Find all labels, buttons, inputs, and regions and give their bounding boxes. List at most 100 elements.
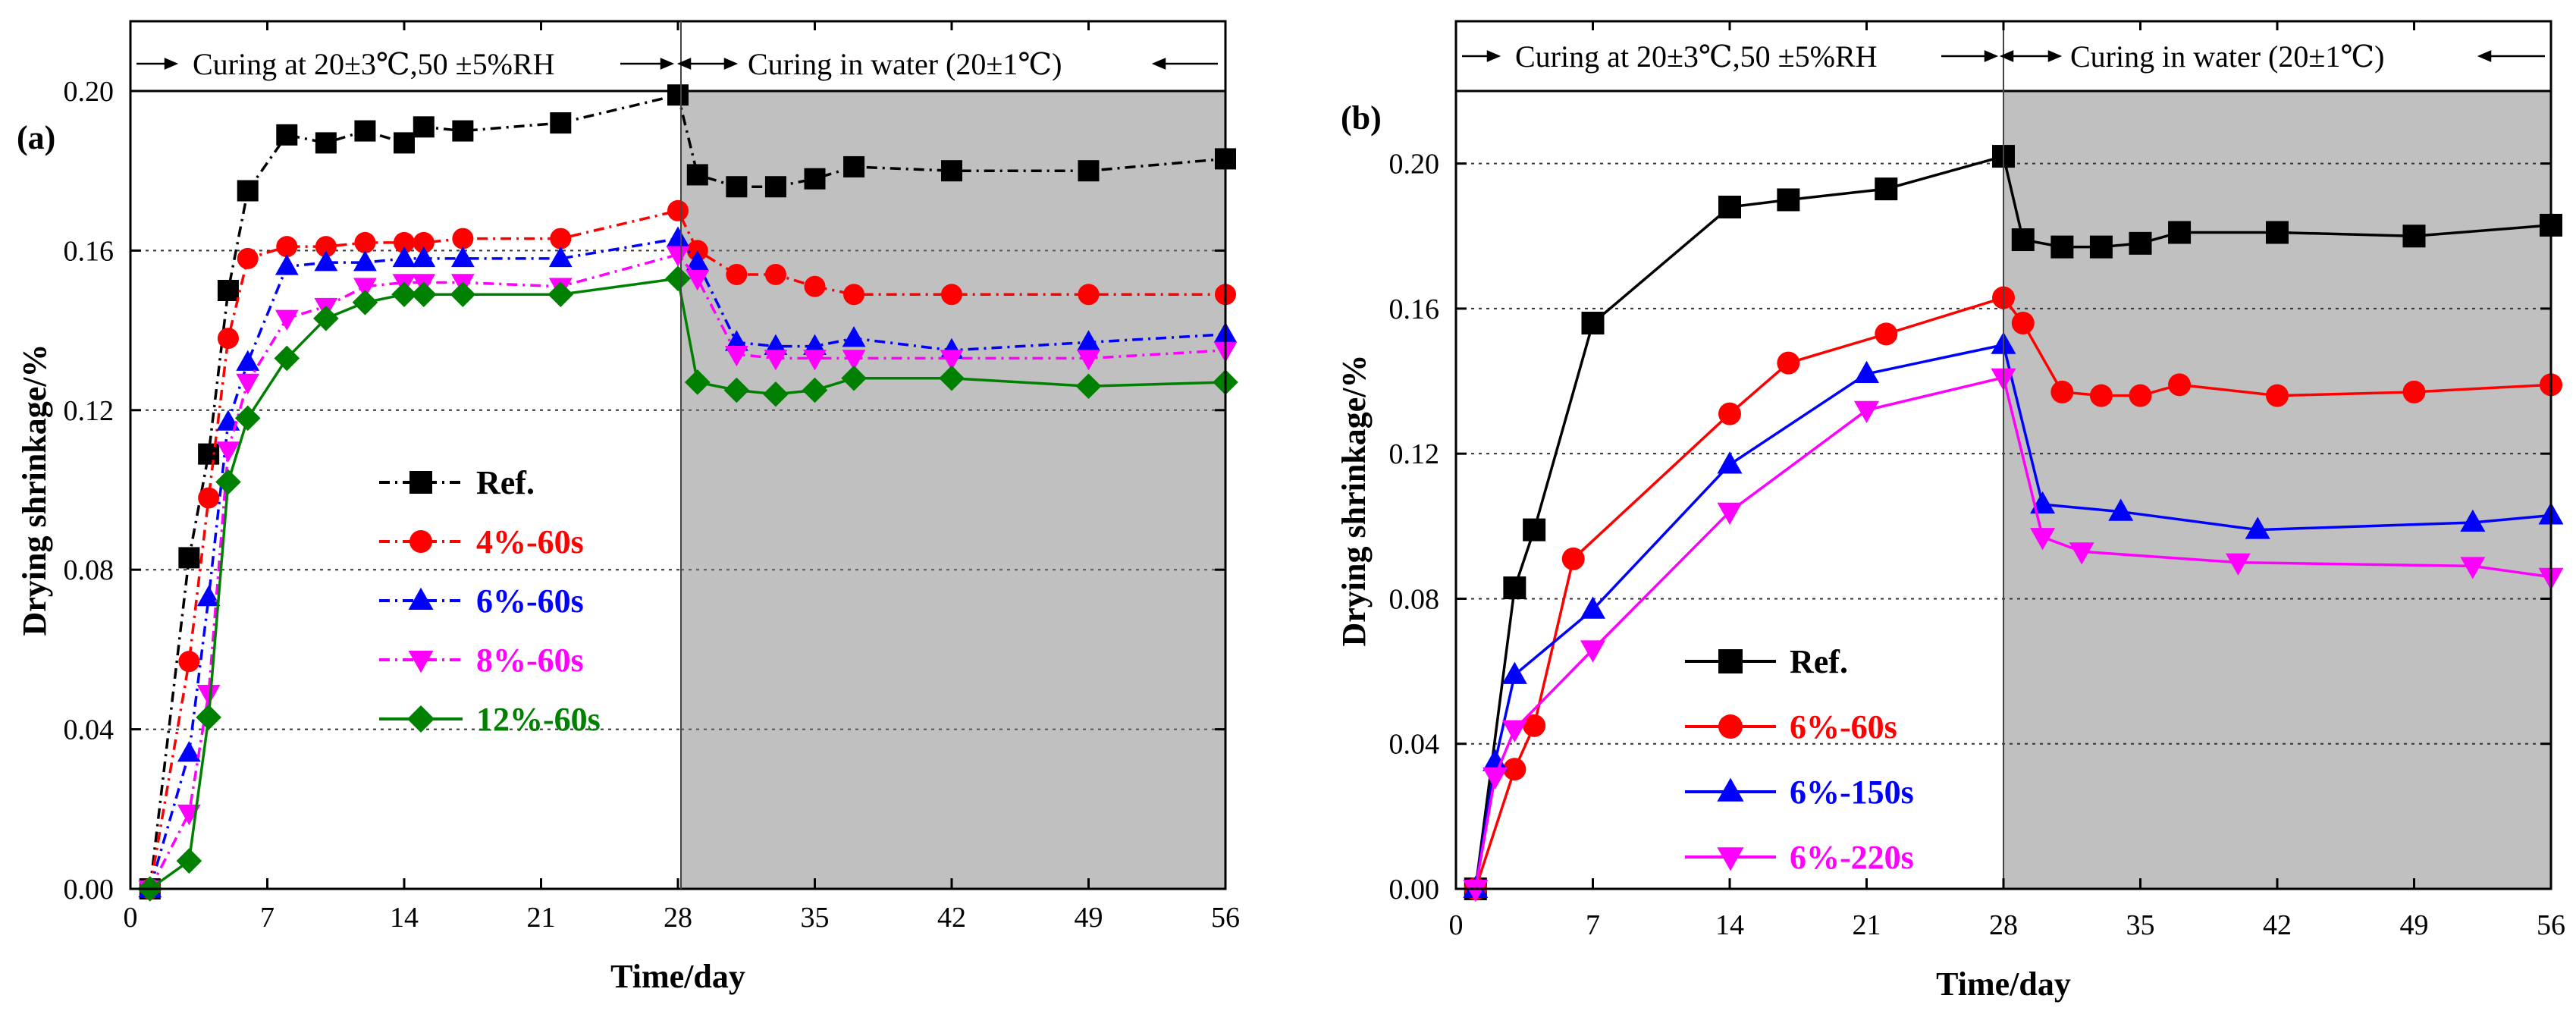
panel-a-x-tick-label: 14 bbox=[390, 902, 419, 934]
panel-a-data-point bbox=[764, 176, 786, 198]
panel-b-data-point bbox=[2402, 224, 2426, 248]
panel-a-data-point bbox=[275, 254, 299, 275]
panel-a-data-point bbox=[315, 236, 337, 258]
panel-a-data-point bbox=[1078, 160, 1100, 182]
panel-b-x-tick-label: 7 bbox=[1586, 909, 1600, 941]
panel-a-data-point bbox=[763, 381, 789, 407]
panel-a-data-point bbox=[198, 487, 220, 509]
panel-b-series-line bbox=[1474, 343, 2552, 890]
panel-b-y-tick-label: 0.12 bbox=[1389, 438, 1440, 470]
panel-b-legend-label: 6%-220s bbox=[1790, 839, 1914, 876]
panel-b-x-tick-label: 28 bbox=[1989, 909, 2018, 941]
panel-b-y-axis-title: Drying shrinkage/% bbox=[1335, 354, 1373, 646]
panel-b-data-point bbox=[2129, 384, 2152, 407]
panel-a-data-point bbox=[1078, 284, 1100, 306]
panel-a-data-point bbox=[353, 250, 377, 272]
panel-b-data-point bbox=[2011, 312, 2035, 335]
panel-b-x-tick-label: 42 bbox=[2263, 909, 2292, 941]
panel-b-data-point bbox=[2460, 509, 2486, 532]
panel-b-data-point bbox=[1580, 596, 1605, 619]
panel-b-phase-arrows bbox=[1462, 50, 2545, 62]
panel-a-data-point bbox=[413, 116, 435, 138]
panel-a-data-point bbox=[196, 585, 221, 607]
panel-a-data-point bbox=[1077, 330, 1100, 351]
panel-a-data-point bbox=[803, 334, 827, 355]
panel-a-data-point bbox=[804, 275, 826, 297]
panel-b-data-point bbox=[1718, 402, 1741, 425]
panel-a-data-point bbox=[842, 326, 866, 347]
panel-a-data-point bbox=[413, 231, 435, 253]
panel-b-label: (b) bbox=[1341, 99, 1382, 137]
panel-a-phase-label-water: Curing in water (20±1℃) bbox=[748, 47, 1062, 81]
panel-a-data-point bbox=[176, 848, 202, 874]
panel-a-data-point bbox=[276, 124, 298, 146]
panel-a-data-point bbox=[452, 228, 474, 250]
panel-a-x-tick-label: 56 bbox=[1211, 902, 1240, 934]
panel-b-x-tick-label: 0 bbox=[1449, 909, 1464, 941]
panel-a-data-point bbox=[726, 263, 748, 285]
panel-a-data-point bbox=[354, 120, 376, 142]
panel-a-legend-label: 6%-60s bbox=[476, 582, 584, 620]
panel-a-data-point bbox=[412, 246, 436, 268]
panel-a-data-point bbox=[686, 164, 708, 186]
panel-a-data-point bbox=[217, 328, 239, 350]
panel-b-series bbox=[1463, 145, 2564, 903]
panel-a-data-point bbox=[684, 369, 711, 395]
panel-a-data-point bbox=[665, 265, 691, 292]
panel-a-x-tick-label: 42 bbox=[937, 902, 966, 934]
panel-b-data-point bbox=[2168, 373, 2192, 397]
panel-b-data-point bbox=[1777, 188, 1800, 212]
panel-a-data-point bbox=[313, 306, 339, 331]
panel-b-data-point bbox=[2266, 384, 2289, 407]
panel-a-series-line bbox=[149, 93, 1226, 890]
panel-a-x-ticks: 0 7 14 21 28 35 42 49 56 bbox=[124, 21, 1240, 934]
panel-a: 0 7 14 21 28 35 42 49 56 0.00 0.04 0.08 0.12 0.16 0.2… bbox=[16, 20, 1240, 995]
panel-a-data-point bbox=[178, 651, 200, 673]
panel-b-legend-marker bbox=[1717, 847, 1744, 871]
panel-a-label: (a) bbox=[17, 119, 55, 156]
panel-a-x-tick-label: 35 bbox=[801, 902, 830, 934]
panel-b-data-point bbox=[1580, 640, 1605, 663]
panel-a-legend-marker bbox=[407, 705, 435, 733]
panel-b-x-ticks: 0 7 14 21 28 35 42 49 56 bbox=[1449, 21, 2565, 941]
panel-a-data-point bbox=[314, 250, 338, 272]
panel-b-data-point bbox=[1503, 758, 1526, 781]
panel-a-data-point bbox=[667, 199, 689, 221]
panel-a-x-tick-label: 28 bbox=[664, 902, 692, 934]
panel-a-legend-label: 8%-60s bbox=[476, 642, 584, 679]
panel-a-y-ticks: 0.00 0.04 0.08 0.12 0.16 0.20 bbox=[64, 76, 1225, 906]
panel-a-data-point bbox=[394, 132, 415, 154]
panel-b-data-point bbox=[1717, 451, 1743, 474]
panel-b-data-point bbox=[2225, 553, 2251, 576]
panel-a-legend-marker bbox=[409, 530, 432, 553]
panel-a-data-point bbox=[452, 120, 474, 142]
panel-a-legend-label: 12%-60s bbox=[476, 701, 601, 738]
panel-a-y-tick-label: 0.16 bbox=[64, 235, 115, 267]
panel-b-legend-label: 6%-150s bbox=[1790, 774, 1914, 811]
panel-a-series-4 bbox=[136, 265, 1238, 902]
panel-a-data-point bbox=[234, 405, 261, 432]
panel-a-data-point bbox=[450, 246, 475, 268]
panel-a-data-point bbox=[940, 350, 964, 371]
panel-b-phase-label-water: Curing in water (20±1℃) bbox=[2070, 39, 2384, 74]
panel-a-data-point bbox=[276, 236, 298, 258]
panel-a-data-point bbox=[548, 246, 573, 268]
panel-b-data-point bbox=[1875, 322, 1898, 346]
panel-a-data-point bbox=[1077, 350, 1100, 371]
panel-b-data-point bbox=[2069, 542, 2094, 565]
panel-b-legend-marker bbox=[1718, 649, 1743, 673]
panel-b-series-line bbox=[1474, 154, 2552, 890]
panel-a-data-point bbox=[548, 281, 574, 308]
panel-b-data-point bbox=[1483, 749, 1508, 771]
panel-b-data-point bbox=[1854, 400, 1879, 424]
panel-b-data-point bbox=[1501, 661, 1527, 684]
panel-a-data-point bbox=[1075, 373, 1102, 400]
panel-a-data-point bbox=[724, 345, 748, 367]
panel-b-data-point bbox=[1581, 312, 1605, 335]
panel-a-data-point bbox=[352, 289, 378, 316]
panel-b-series-2 bbox=[1463, 331, 2564, 898]
panel-a-legend-marker bbox=[409, 471, 432, 494]
panel-b-data-point bbox=[2168, 221, 2192, 244]
panel-b-data-point bbox=[1463, 880, 1489, 903]
panel-b-y-tick-label: 0.04 bbox=[1389, 729, 1440, 761]
